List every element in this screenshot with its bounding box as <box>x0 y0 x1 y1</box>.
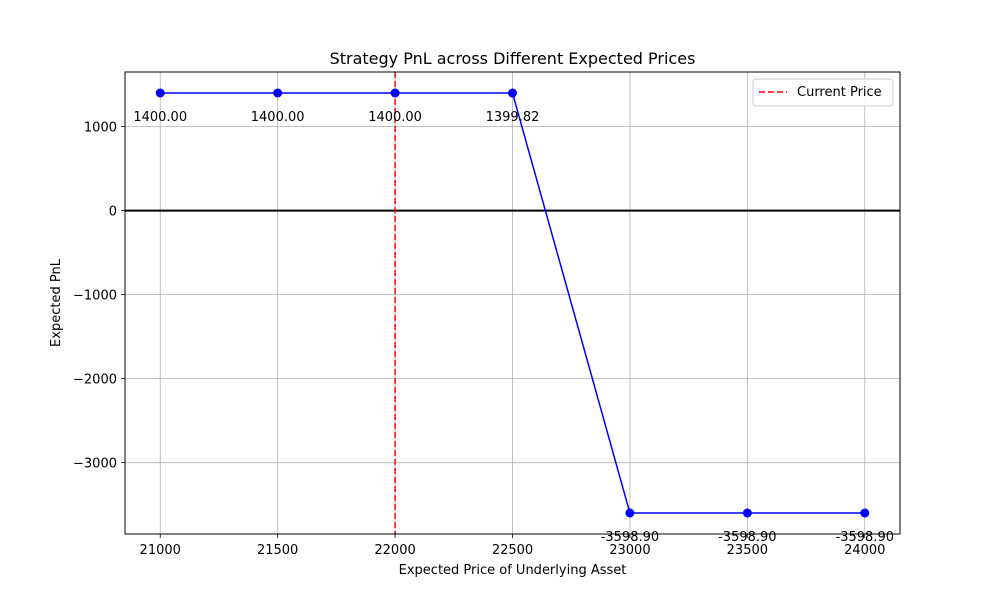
x-tick-label: 22000 <box>374 543 415 558</box>
y-tick-label: 1000 <box>84 121 117 136</box>
data-point <box>508 88 517 98</box>
x-tick-label: 24000 <box>844 543 885 558</box>
x-tick-label: 21500 <box>257 543 298 558</box>
data-point <box>273 88 283 98</box>
legend-label-current-price: Current Price <box>797 85 882 100</box>
data-point <box>742 508 752 518</box>
data-point <box>860 508 870 518</box>
legend-box <box>752 78 894 107</box>
data-label: 1399.82 <box>486 110 540 125</box>
y-tick-label: −2000 <box>73 373 117 388</box>
data-label: 1400.00 <box>368 110 422 125</box>
x-tick-label: 21000 <box>140 543 181 558</box>
data-label: 1400.00 <box>251 110 305 125</box>
data-point <box>625 508 635 518</box>
x-tick-label: 23500 <box>727 543 768 558</box>
chart-title: Strategy PnL across Different Expected P… <box>330 49 696 68</box>
data-point <box>390 88 400 98</box>
y-axis-label: Expected PnL <box>49 258 64 347</box>
y-axis-ticks: 1000 0 −1000 −2000 −3000 <box>73 121 125 472</box>
x-tick-label: 22500 <box>492 543 533 558</box>
data-point <box>155 88 165 98</box>
x-axis-ticks: 21000 21500 22000 22500 23000 23500 24000 <box>140 534 885 558</box>
x-tick-label: 23000 <box>609 543 650 558</box>
legend: Current Price <box>752 78 894 107</box>
data-label: 1400.00 <box>133 110 187 125</box>
series-layer <box>155 88 870 518</box>
y-tick-label: 0 <box>109 205 117 220</box>
x-axis-label: Expected Price of Underlying Asset <box>399 563 627 578</box>
y-tick-label: −3000 <box>73 457 117 472</box>
y-tick-label: −1000 <box>73 289 117 304</box>
